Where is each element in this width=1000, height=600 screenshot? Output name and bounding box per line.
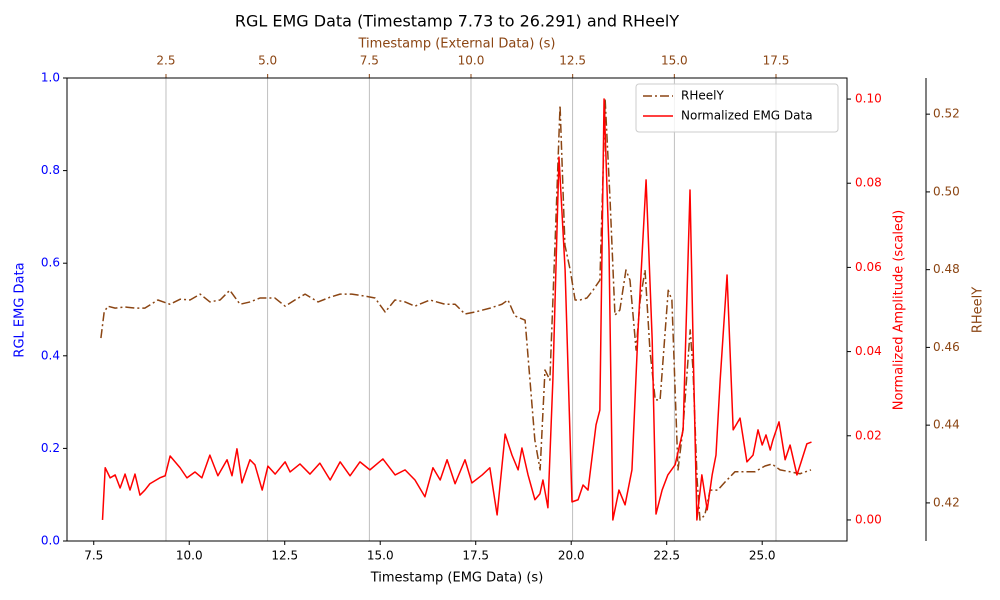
x2-tick-label: 5.0 — [258, 54, 277, 68]
y-tick-label: 0.2 — [41, 441, 60, 455]
x2-tick-label: 15.0 — [661, 54, 688, 68]
series-line — [100, 99, 812, 521]
x2-tick-label: 2.5 — [156, 54, 175, 68]
y3-tick-label: 0.42 — [933, 495, 960, 509]
x-tick-label: 20.0 — [558, 549, 585, 563]
series-line — [101, 98, 812, 521]
y-tick-label: 0.4 — [41, 348, 60, 362]
y2-tick-label: 0.02 — [855, 428, 882, 442]
x2-axis-label: Timestamp (External Data) (s) — [358, 37, 556, 52]
y-tick-label: 0.0 — [41, 534, 60, 548]
y2-tick-label: 0.00 — [855, 512, 882, 526]
legend-label: Normalized EMG Data — [681, 109, 813, 123]
y3-tick-label: 0.44 — [933, 418, 960, 432]
y-tick-label: 1.0 — [41, 71, 60, 85]
y2-tick-label: 0.08 — [855, 176, 882, 190]
x-tick-label: 15.0 — [367, 549, 394, 563]
x-tick-label: 22.5 — [653, 549, 680, 563]
legend-box — [635, 83, 839, 133]
y3-tick-label: 0.48 — [933, 262, 960, 276]
x-tick-label: 12.5 — [271, 549, 298, 563]
x2-tick-label: 17.5 — [763, 54, 790, 68]
x-axis-label: Timestamp (EMG Data) (s) — [370, 571, 544, 586]
x-tick-label: 7.5 — [84, 549, 103, 563]
y2-tick-label: 0.06 — [855, 260, 882, 274]
plot-frame — [66, 77, 848, 542]
y2-axis-label: Normalized Amplitude (scaled) — [892, 210, 907, 411]
x2-tick-label: 10.0 — [458, 54, 485, 68]
legend-label: RHeelY — [681, 89, 724, 103]
x2-tick-label: 7.5 — [360, 54, 379, 68]
y3-tick-label: 0.52 — [933, 107, 960, 121]
x-tick-label: 17.5 — [462, 549, 489, 563]
x2-tick-label: 12.5 — [559, 54, 586, 68]
chart-title: RGL EMG Data (Timestamp 7.73 to 26.291) … — [235, 12, 679, 31]
y3-tick-label: 0.46 — [933, 340, 960, 354]
y-axis-label: RGL EMG Data — [13, 262, 28, 357]
y3-axis-label: RHeelY — [971, 287, 986, 333]
y-tick-label: 0.8 — [41, 163, 60, 177]
y-tick-label: 0.6 — [41, 256, 60, 270]
x-tick-label: 25.0 — [749, 549, 776, 563]
y2-tick-label: 0.10 — [855, 92, 882, 106]
x-tick-label: 10.0 — [176, 549, 203, 563]
y3-tick-label: 0.50 — [933, 184, 960, 198]
y2-tick-label: 0.04 — [855, 344, 882, 358]
